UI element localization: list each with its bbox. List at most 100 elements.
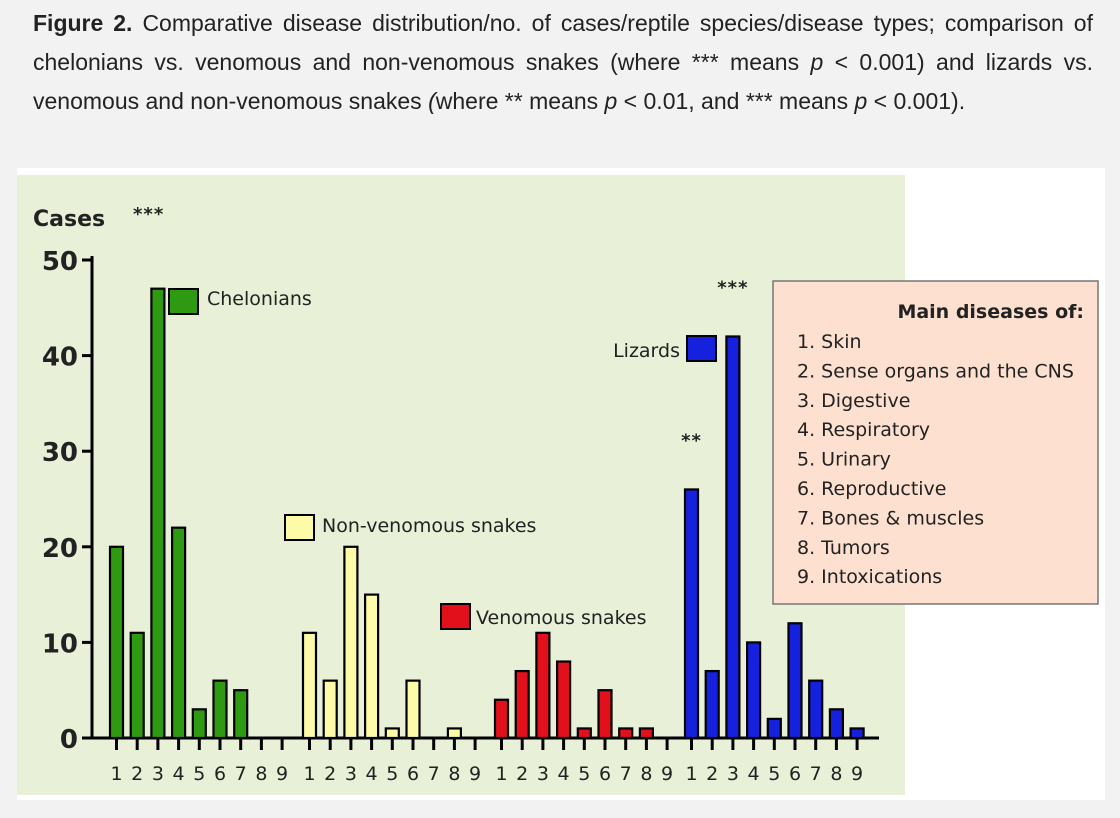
- series-label: Venomous snakes: [476, 607, 647, 629]
- x-tick-label: 3: [727, 763, 739, 785]
- bar: [745, 641, 762, 740]
- caption-text-c: where ** means: [435, 88, 605, 114]
- x-tick-label: 3: [537, 763, 549, 785]
- disease-legend-item: 7. Bones & muscles: [797, 507, 984, 529]
- bar: [849, 727, 865, 740]
- bar: [212, 679, 228, 740]
- caption-p-1: p: [810, 49, 824, 75]
- bar: [446, 727, 462, 740]
- bar: [364, 593, 380, 740]
- caption-text-e: < 0.001).: [867, 88, 966, 114]
- x-tick-label: 9: [276, 763, 288, 785]
- series-label: Non-venomous snakes: [322, 515, 536, 537]
- x-tick-label: 6: [599, 763, 611, 785]
- x-tick-label: 2: [706, 763, 718, 785]
- bar: [129, 631, 145, 740]
- bar: [725, 335, 741, 740]
- x-tick-label: 5: [768, 763, 780, 785]
- bar: [787, 622, 803, 740]
- bar: [808, 679, 824, 740]
- significance-marker: ***: [717, 277, 748, 298]
- bar: [384, 727, 400, 740]
- bar: [514, 669, 530, 740]
- disease-legend-item: 4. Respiratory: [797, 419, 930, 441]
- disease-legend-item: 6. Reproductive: [797, 478, 947, 500]
- x-tick-label: 5: [193, 763, 205, 785]
- disease-legend-item: 2. Sense organs and the CNS: [797, 360, 1074, 382]
- x-tick-label: 5: [578, 763, 590, 785]
- significance-marker: **: [681, 430, 702, 451]
- x-tick-label: 4: [173, 763, 185, 785]
- y-tick-label: 0: [60, 725, 78, 755]
- bar: [301, 631, 318, 740]
- x-tick-label: 9: [661, 763, 673, 785]
- bar: [171, 526, 187, 740]
- x-tick-label: 8: [255, 763, 267, 785]
- caption-text-d: < 0.01, and *** means: [617, 88, 855, 114]
- x-tick-label: 7: [428, 763, 440, 785]
- chart-frame: 0 10 20 30 40 50 Cases 1 2 3 4 5 6 7 8 9 1 2 3 4 5 6 7 8 9 1 2 3 4 5 6…: [17, 168, 1105, 800]
- x-tick-label: 9: [851, 763, 863, 785]
- disease-legend-item: 5. Urinary: [797, 449, 891, 471]
- bar: [343, 545, 359, 740]
- bar: [535, 631, 551, 740]
- x-tick-label: 4: [366, 763, 378, 785]
- legend-swatch: [440, 603, 471, 630]
- caption-paren: (: [428, 88, 436, 114]
- disease-legend-title: Main diseases of:: [897, 301, 1084, 323]
- figure-caption: Figure 2. Comparative disease distributi…: [33, 4, 1093, 121]
- significance-marker: ***: [133, 204, 164, 225]
- x-tick-label: 3: [152, 763, 164, 785]
- figure-label: Figure 2.: [33, 10, 133, 36]
- x-tick-label: 2: [516, 763, 528, 785]
- disease-legend-box: [772, 280, 1099, 605]
- x-tick-label: 6: [789, 763, 801, 785]
- bar: [576, 727, 592, 740]
- bar: [704, 669, 720, 740]
- y-tick-label: 30: [42, 438, 78, 468]
- x-tick-label: 5: [386, 763, 398, 785]
- bar: [683, 488, 700, 740]
- bar: [555, 660, 572, 740]
- x-tick-label: 1: [110, 763, 122, 785]
- y-tick-label: 10: [42, 629, 78, 659]
- series-label: Lizards: [613, 340, 680, 362]
- x-tick-label: 6: [214, 763, 226, 785]
- y-tick-label: 20: [42, 534, 78, 564]
- caption-p-2: p: [604, 88, 618, 114]
- bar: [638, 727, 655, 740]
- x-tick-label: 9: [469, 763, 481, 785]
- caption-text-a: Comparative disease distribution/no. of …: [33, 10, 1093, 75]
- bar: [150, 287, 166, 740]
- bar: [405, 679, 421, 740]
- series-label: Chelonians: [207, 288, 312, 310]
- disease-legend-item: 1. Skin: [797, 331, 862, 353]
- x-tick-label: 1: [303, 763, 315, 785]
- bar: [597, 689, 613, 740]
- disease-legend-item: 9. Intoxications: [797, 566, 942, 588]
- x-tick-label: 2: [324, 763, 336, 785]
- x-tick-label: 4: [558, 763, 570, 785]
- bar: [828, 708, 845, 740]
- x-tick-label: 7: [620, 763, 632, 785]
- x-tick-label: 6: [407, 763, 419, 785]
- x-tick-label: 2: [131, 763, 143, 785]
- caption-text-b: < 0.001) and lizards vs. venomous and no…: [33, 49, 1094, 114]
- x-tick-label: 3: [345, 763, 357, 785]
- x-tick-label: 4: [748, 763, 760, 785]
- legend-swatch: [686, 335, 717, 362]
- y-axis-title: Cases: [33, 207, 105, 232]
- legend-swatch: [284, 514, 315, 541]
- disease-legend-item: 3. Digestive: [797, 390, 910, 412]
- bar: [766, 717, 782, 740]
- disease-legend-item: 8. Tumors: [797, 537, 890, 559]
- bar: [191, 708, 207, 740]
- x-tick-label: 8: [640, 763, 652, 785]
- bar: [322, 679, 338, 740]
- x-tick-label: 8: [448, 763, 460, 785]
- y-tick-label: 40: [42, 343, 78, 373]
- x-tick-label: 8: [830, 763, 842, 785]
- bar: [233, 689, 249, 740]
- y-tick-label: 50: [42, 247, 78, 277]
- x-tick-label: 1: [495, 763, 507, 785]
